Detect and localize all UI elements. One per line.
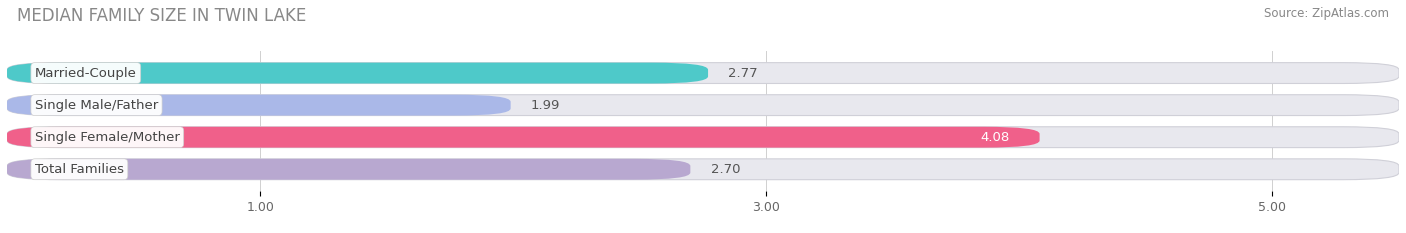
Text: Single Female/Mother: Single Female/Mother xyxy=(35,131,180,144)
Text: 1.99: 1.99 xyxy=(531,99,560,112)
Text: Single Male/Father: Single Male/Father xyxy=(35,99,157,112)
Text: MEDIAN FAMILY SIZE IN TWIN LAKE: MEDIAN FAMILY SIZE IN TWIN LAKE xyxy=(17,7,307,25)
Text: Source: ZipAtlas.com: Source: ZipAtlas.com xyxy=(1264,7,1389,20)
FancyBboxPatch shape xyxy=(7,127,1399,148)
Text: Married-Couple: Married-Couple xyxy=(35,67,136,79)
Text: Total Families: Total Families xyxy=(35,163,124,176)
Text: 2.70: 2.70 xyxy=(710,163,740,176)
FancyBboxPatch shape xyxy=(7,95,510,116)
FancyBboxPatch shape xyxy=(7,159,690,180)
FancyBboxPatch shape xyxy=(7,95,1399,116)
FancyBboxPatch shape xyxy=(7,63,709,83)
Text: 4.08: 4.08 xyxy=(980,131,1010,144)
Text: 2.77: 2.77 xyxy=(728,67,758,79)
FancyBboxPatch shape xyxy=(7,127,1039,148)
FancyBboxPatch shape xyxy=(7,63,1399,83)
FancyBboxPatch shape xyxy=(7,159,1399,180)
